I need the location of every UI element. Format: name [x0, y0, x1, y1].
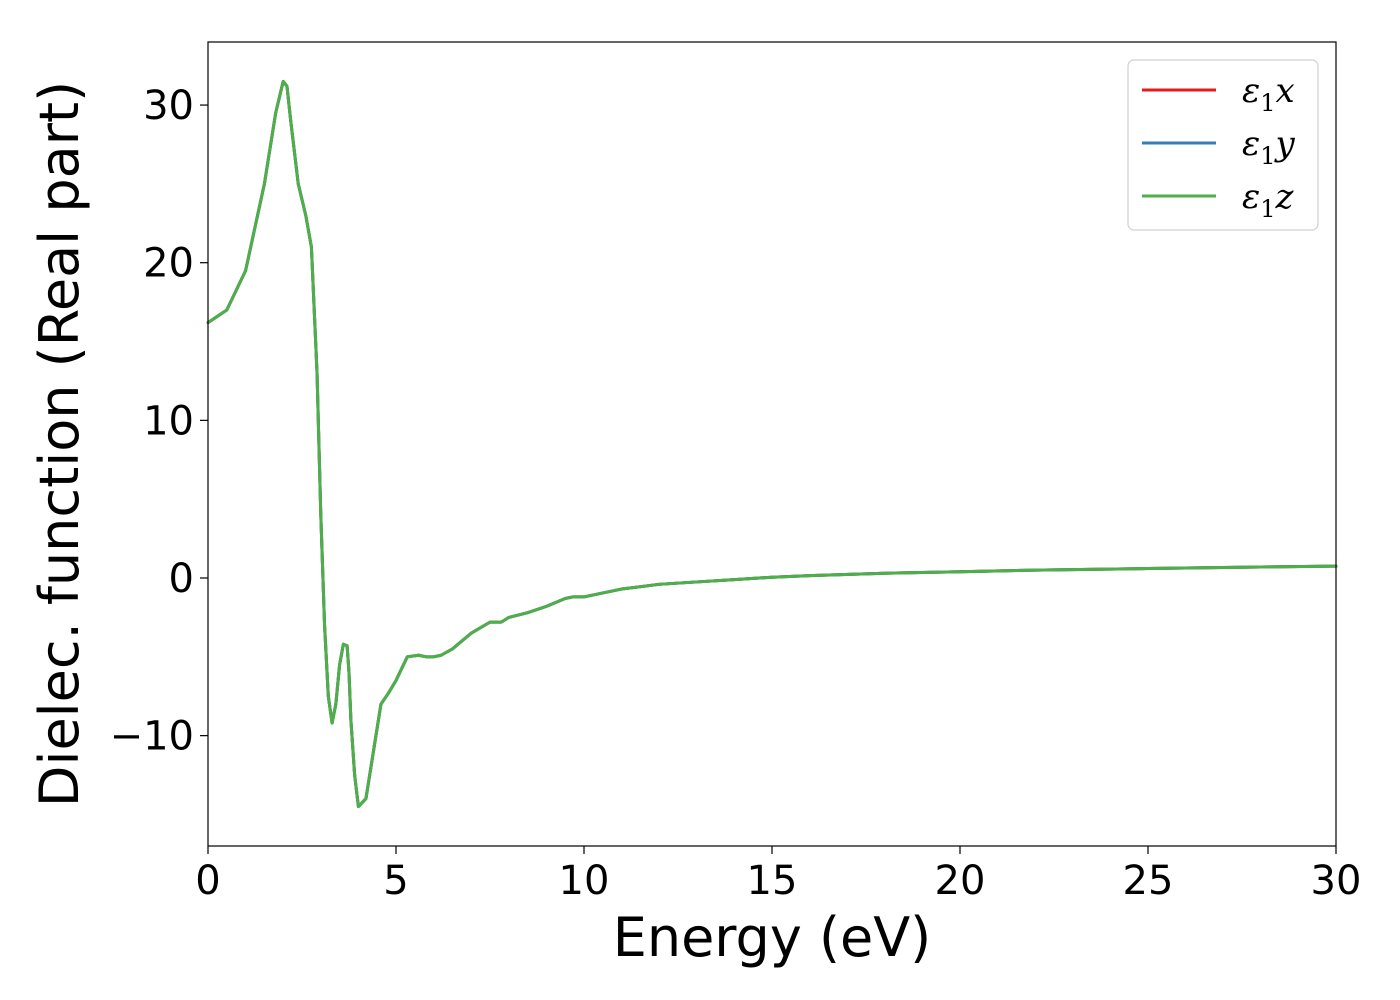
legend-label-y: ε1y [1242, 124, 1296, 170]
x-tick-label: 25 [1123, 858, 1174, 904]
x-tick-label: 20 [935, 858, 986, 904]
x-tick-label: 5 [383, 858, 408, 904]
y-tick-label: −10 [110, 714, 194, 760]
legend: ε1x ε1y ε1z [1127, 59, 1319, 231]
x-tick-label: 0 [195, 858, 220, 904]
x-tick-label: 15 [747, 858, 798, 904]
axis-ticks: 0 5 10 15 20 25 30 −10 0 10 20 30 [110, 83, 1362, 904]
legend-box [1127, 59, 1319, 231]
y-tick-label: 30 [143, 83, 194, 129]
series-line-z [206, 79, 1338, 809]
y-tick-label: 10 [143, 398, 194, 444]
legend-label-z: ε1z [1242, 177, 1295, 223]
x-tick-label: 30 [1311, 858, 1362, 904]
x-tick-label: 10 [559, 858, 610, 904]
y-axis-label: Dielec. function (Real part) [28, 81, 91, 807]
plot-area [206, 79, 1338, 809]
plot-frame [207, 41, 1337, 847]
y-tick-label: 0 [169, 556, 194, 602]
legend-label-x: ε1x [1242, 71, 1295, 117]
y-tick-label: 20 [143, 241, 194, 287]
x-axis-label: Energy (eV) [613, 906, 932, 969]
